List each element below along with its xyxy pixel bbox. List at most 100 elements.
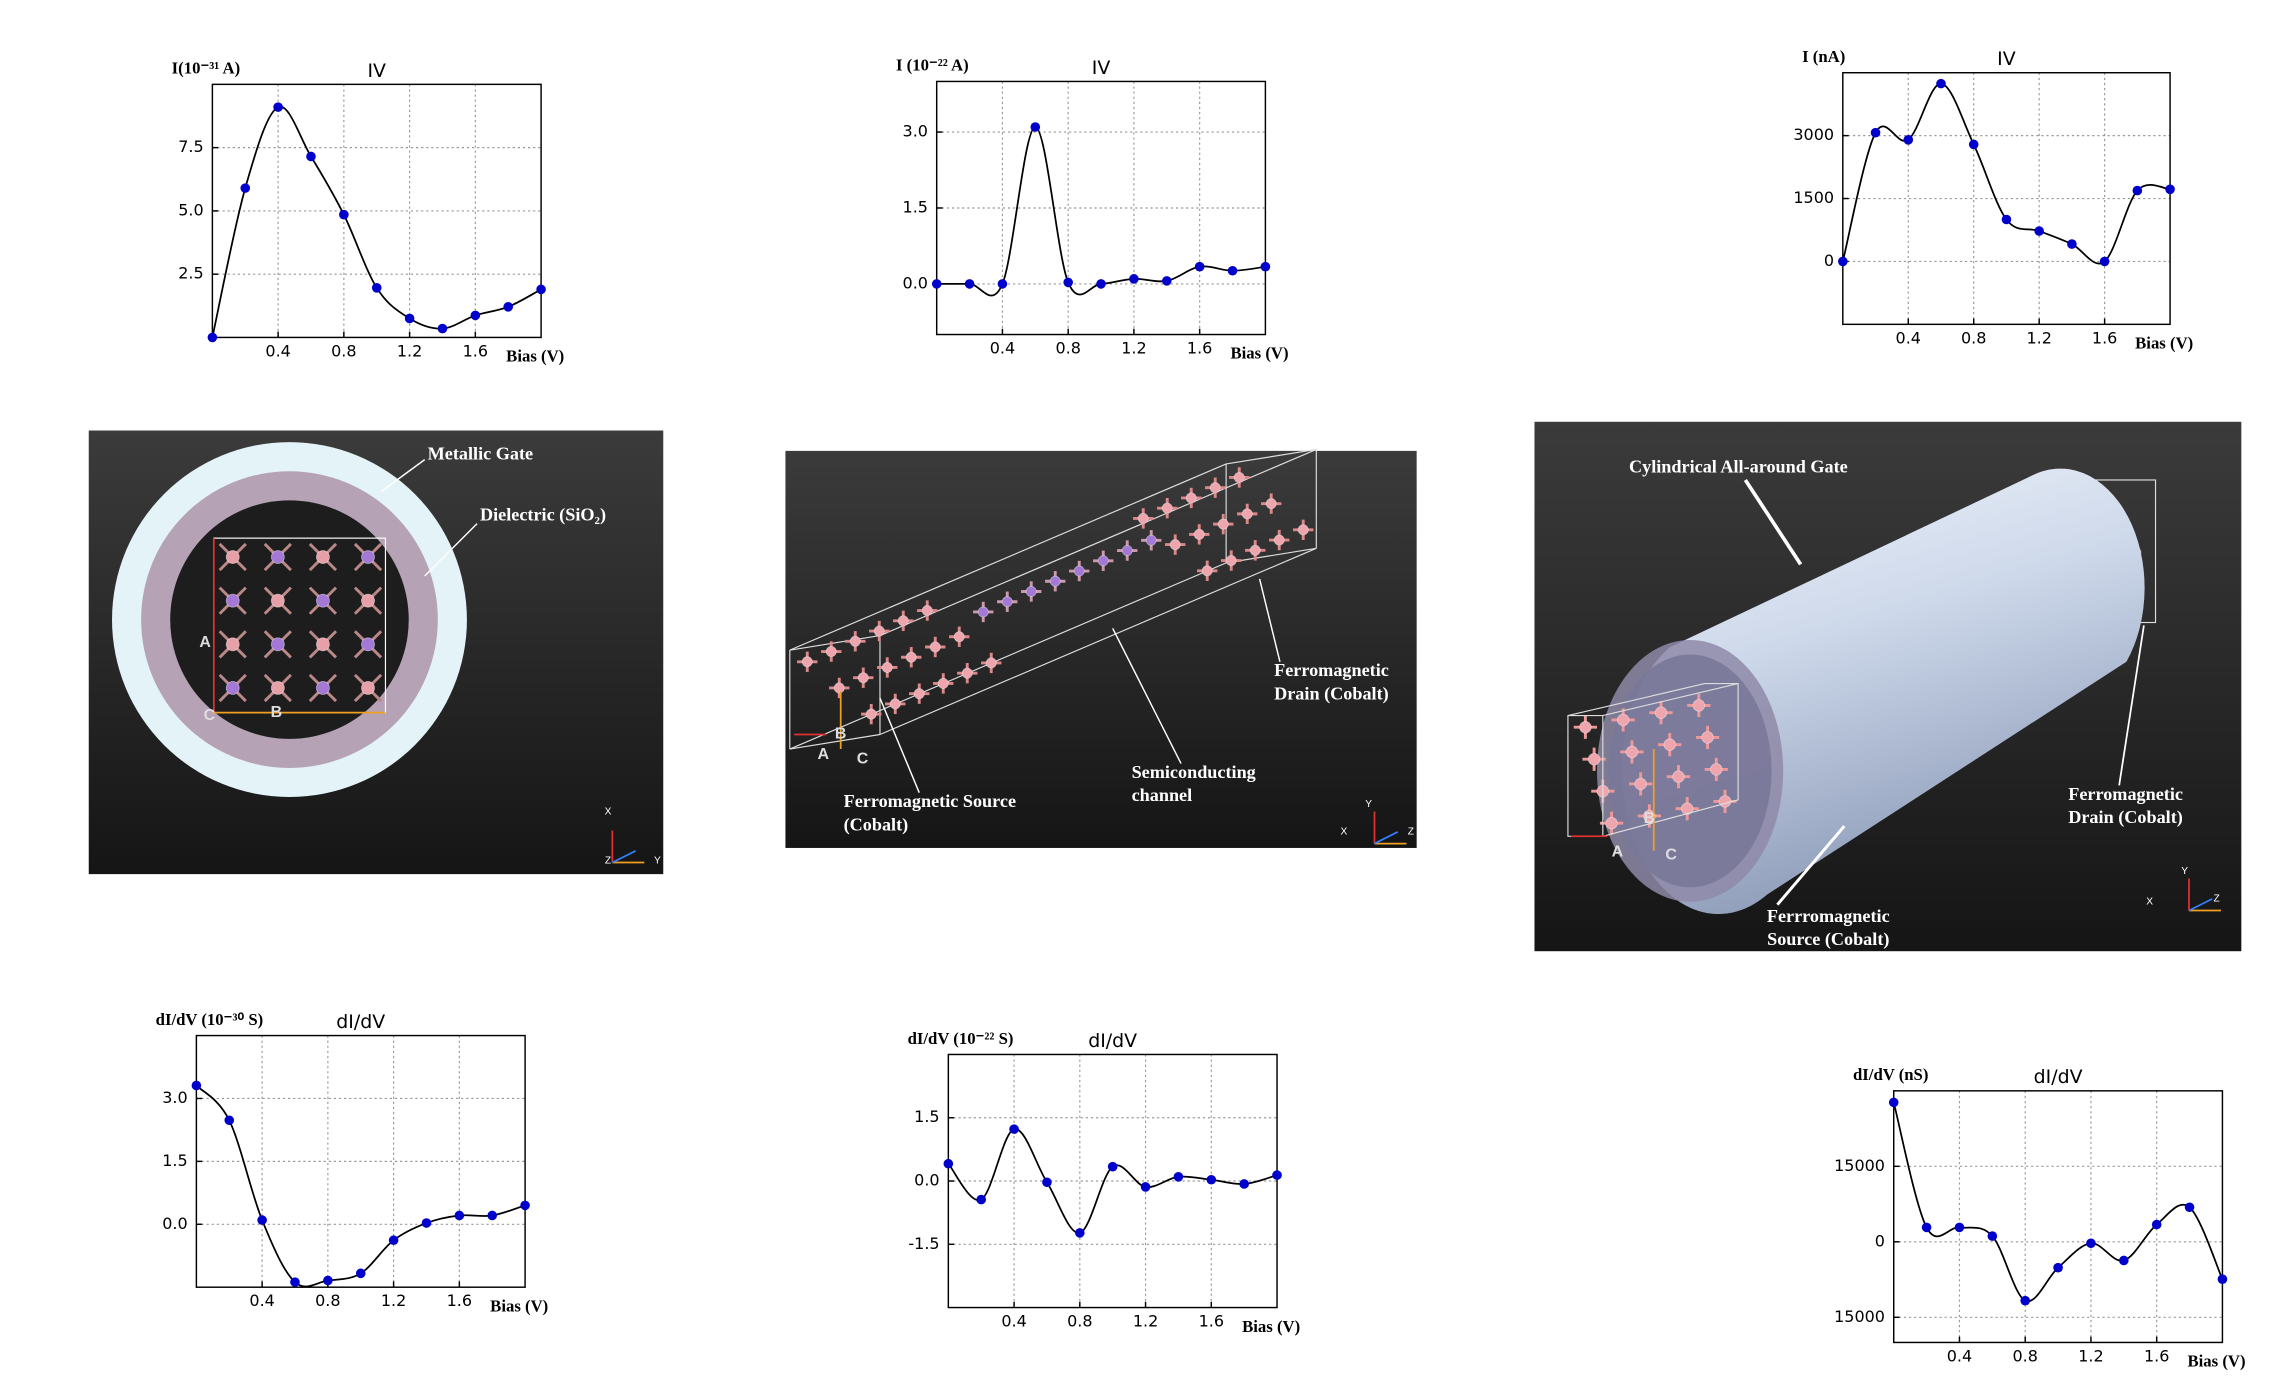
- data-point: [487, 1210, 498, 1221]
- line: [789, 562, 1227, 750]
- atom: [1073, 565, 1085, 577]
- line: [1112, 627, 1182, 764]
- atom: [1233, 471, 1245, 483]
- data-point: [503, 302, 514, 312]
- data-point: [2184, 1202, 2195, 1213]
- atom: [1579, 720, 1592, 734]
- lattice-axis-label: B: [835, 726, 847, 743]
- data-point: [1888, 1097, 1899, 1108]
- x-tick-label: 1.6: [463, 341, 488, 360]
- x-tick-label: 0.8: [331, 341, 356, 360]
- data-point: [388, 1235, 399, 1246]
- data-point: [2132, 185, 2143, 196]
- atom: [881, 661, 893, 674]
- atom: [1625, 745, 1639, 759]
- plot-frame: [211, 83, 542, 339]
- x-tick-label: 1.2: [1133, 1312, 1158, 1331]
- plot-frame: [947, 1053, 1278, 1309]
- y-tick-label: 5.0: [178, 200, 203, 219]
- plot-frame: [195, 1034, 526, 1288]
- y-tick-label: 0.0: [162, 1214, 187, 1233]
- atom: [1692, 699, 1706, 712]
- data-point: [1075, 1228, 1085, 1238]
- atom: [1672, 770, 1685, 783]
- x-tick-label: 1.6: [1187, 339, 1212, 358]
- x-tick-label: 0.4: [1001, 1312, 1026, 1331]
- data-point: [1870, 127, 1881, 138]
- diagram-label: Ferromagnetic: [2068, 784, 2183, 804]
- y-tick-label: -1.5: [908, 1234, 939, 1253]
- atom: [953, 631, 965, 643]
- data-point: [1173, 1171, 1184, 1182]
- x-tick-label: 1.2: [2026, 328, 2051, 347]
- axis-letter: Y: [1365, 799, 1372, 810]
- y-tick-label: 1.5: [162, 1151, 187, 1170]
- data-point: [1161, 276, 1172, 286]
- atom: [1241, 508, 1253, 520]
- atom: [1701, 731, 1714, 744]
- data-point: [191, 1080, 202, 1091]
- data-point: [240, 183, 251, 193]
- atom: [1025, 585, 1037, 598]
- atom: [1169, 539, 1181, 551]
- chart: -1.5 0.0 1.5 0.4 0.8 1.2 1.6 dI/dV dI/dV (10⁻²² …: [908, 1029, 1301, 1336]
- data-point: [224, 1115, 235, 1126]
- y-tick-label: 0: [1824, 251, 1834, 270]
- y-tick-label: 2.5: [178, 264, 203, 283]
- atom: [1297, 524, 1309, 536]
- atom: [849, 635, 861, 647]
- x-axis-label: Bias (V): [1242, 1317, 1300, 1336]
- diagram-label: Source (Cobalt): [1767, 929, 1889, 950]
- diagram-label: channel: [1132, 785, 1193, 805]
- y-tick-label: 3.0: [903, 122, 928, 141]
- axis-letter: X: [605, 806, 612, 817]
- y-tick-label: 1.5: [914, 1107, 939, 1126]
- curve: [948, 1128, 1278, 1234]
- line: [380, 459, 426, 493]
- diagram-label: Ferromagnetic: [1274, 660, 1389, 680]
- y-tick-label: 3000: [1793, 125, 1834, 144]
- axis-letter: X: [1341, 827, 1348, 838]
- plot-frame: [1842, 71, 2171, 326]
- lattice-axis-label: A: [199, 634, 211, 651]
- diagram-label: Drain (Cobalt): [1274, 683, 1389, 704]
- curve: [936, 126, 1266, 297]
- data-point: [976, 1194, 987, 1205]
- data-point: [1903, 135, 1914, 145]
- data-point: [1009, 1124, 1019, 1134]
- data-point: [273, 102, 283, 112]
- chart-title: IV: [1997, 48, 2016, 70]
- y-axis-label: dI/dV (10⁻²² S): [908, 1029, 1014, 1048]
- atom: [1273, 534, 1285, 546]
- diagram-label: Ferromagnetic Source: [844, 791, 1016, 811]
- x-axis-label: Bias (V): [490, 1296, 548, 1315]
- data-point: [931, 279, 942, 289]
- x-tick-label: 1.2: [2078, 1347, 2103, 1366]
- y-axis-label: I (10⁻²² A): [896, 56, 969, 75]
- data-point: [1042, 1177, 1052, 1188]
- x-tick-label: 0.4: [990, 339, 1015, 358]
- atom: [1049, 575, 1061, 587]
- data-point: [1987, 1231, 1998, 1241]
- x-tick-label: 0.8: [315, 1291, 340, 1310]
- y-axis-label: I(10⁻³¹ A): [172, 59, 241, 78]
- atom: [937, 677, 949, 689]
- atom: [1616, 713, 1630, 727]
- data-point: [1954, 1222, 1965, 1233]
- x-tick-label: 0.4: [249, 1291, 274, 1310]
- curve: [1893, 1102, 2223, 1303]
- line: [2118, 625, 2145, 786]
- axis-letter: Y: [654, 856, 661, 867]
- atom: [270, 637, 285, 652]
- data-point: [2086, 1238, 2096, 1249]
- atom: [913, 688, 925, 700]
- cell: [1567, 683, 1739, 837]
- y-tick-label: 7.5: [178, 137, 203, 156]
- atom: [1265, 498, 1277, 510]
- data-point: [1227, 265, 1238, 276]
- line: [1743, 478, 1803, 566]
- line: [1258, 578, 1281, 662]
- atom: [825, 646, 837, 658]
- chart: 2.5 5.0 7.5 0.4 0.8 1.2 1.6 IV I(10⁻³¹ A) Bias (V…: [172, 59, 565, 366]
- x-tick-label: 0.8: [1055, 339, 1080, 358]
